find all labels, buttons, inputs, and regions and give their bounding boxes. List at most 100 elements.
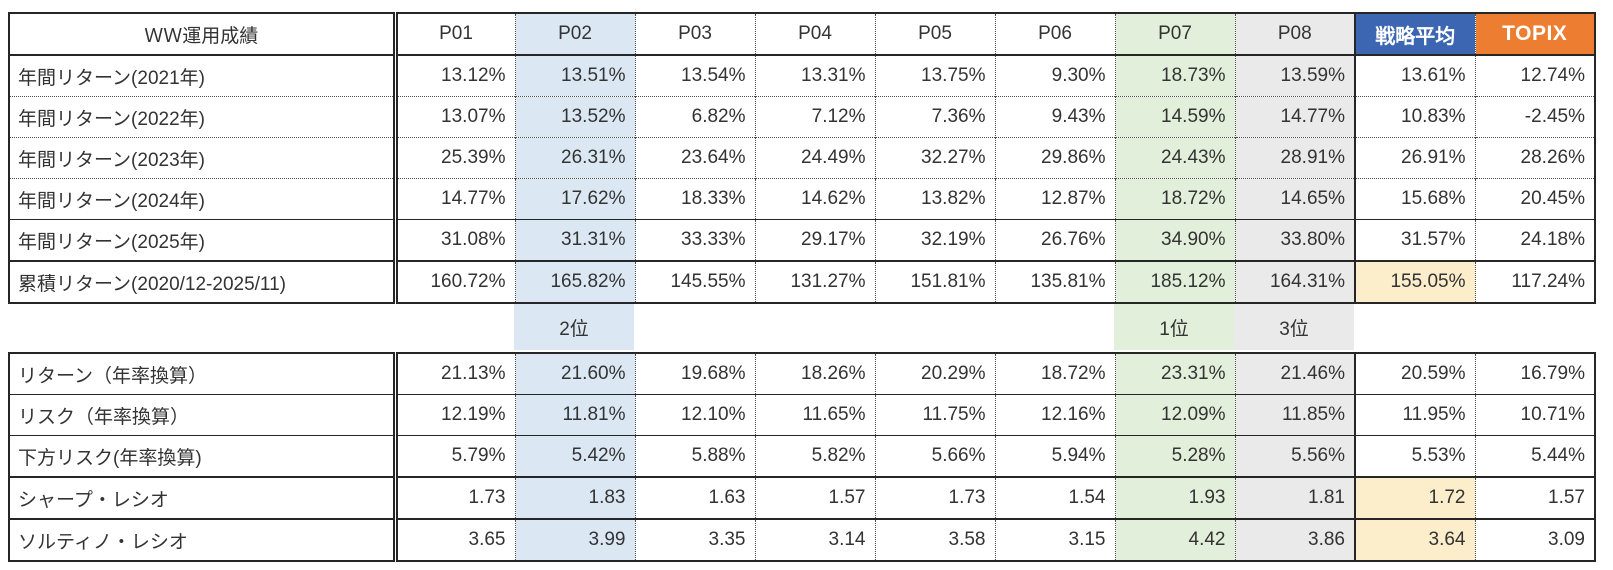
value-cell: 1.63	[634, 476, 755, 519]
value-cell: 13.54%	[634, 55, 755, 97]
value-cell: 1.73	[874, 476, 995, 519]
rank-empty-cell	[634, 304, 754, 350]
metrics-table: リターン（年率換算） 21.13% 21.60% 19.68% 18.26% 20.29%…	[8, 352, 1596, 562]
rank-band: 2位 1位 3位	[8, 304, 1594, 350]
value-cell: 3.14	[754, 518, 875, 561]
table-row: 年間リターン(2023年) 25.39% 26.31% 23.64% 24.49% 32.…	[9, 137, 1595, 179]
value-cell: 12.10%	[634, 394, 755, 436]
annual-returns-body: 年間リターン(2021年) 13.12% 13.51% 13.54% 13.31% 13.…	[9, 55, 1595, 303]
column-header-p07: P07	[1114, 13, 1235, 56]
column-header-topix: TOPIX	[1474, 13, 1595, 56]
table-row: 累積リターン(2020/12-2025/11) 160.72% 165.82% 145…	[9, 260, 1595, 303]
value-cell: 31.31%	[514, 219, 635, 261]
rank-empty-cell	[874, 304, 994, 350]
value-cell: 25.39%	[395, 137, 515, 179]
value-cell: 185.12%	[1114, 260, 1235, 303]
rank-badge-p07: 1位	[1114, 304, 1234, 350]
value-cell: 3.65	[395, 518, 515, 561]
value-cell: 15.68%	[1354, 178, 1475, 220]
value-cell: 11.75%	[874, 394, 995, 436]
value-cell: 26.76%	[994, 219, 1115, 261]
value-cell: 18.72%	[1114, 178, 1235, 220]
header-row: ＷＷ運用成績 P01 P02 P03 P04 P05 P06 P07 P08 戦略平均 TOPIX	[9, 13, 1595, 56]
value-cell: 13.59%	[1234, 55, 1355, 97]
row-label: 年間リターン(2025年)	[9, 219, 398, 261]
value-cell: 12.87%	[994, 178, 1115, 220]
value-cell: 21.13%	[441, 363, 506, 384]
value-cell: 151.81%	[874, 260, 995, 303]
value-cell: 1.54	[994, 476, 1115, 519]
row-label: 年間リターン(2024年)	[9, 178, 398, 220]
value-cell: 33.33%	[634, 219, 755, 261]
value-cell: 160.72%	[395, 260, 515, 303]
value-cell: 1.57	[754, 476, 875, 519]
rank-empty-cell	[394, 304, 514, 350]
value-cell: 12.74%	[1474, 55, 1595, 97]
column-header-p03: P03	[634, 13, 755, 56]
value-cell: 11.85%	[1234, 394, 1355, 436]
value-cell: -2.45%	[1474, 96, 1595, 138]
row-label: 下方リスク(年率換算)	[9, 435, 398, 477]
value-cell: 28.26%	[1474, 137, 1595, 179]
value-cell: 13.51%	[514, 55, 635, 97]
value-cell: 24.49%	[754, 137, 875, 179]
value-cell: 29.17%	[754, 219, 875, 261]
value-cell: 5.79%	[395, 435, 515, 477]
value-cell: 13.61%	[1354, 55, 1475, 97]
value-cell: 24.18%	[1474, 219, 1595, 261]
column-header-p02: P02	[514, 13, 635, 56]
value-cell: 3.64	[1354, 518, 1475, 561]
value-cell: 9.43%	[994, 96, 1115, 138]
table-row: リスク（年率換算） 12.19% 11.81% 12.10% 11.65% 11.75% 1…	[9, 394, 1595, 436]
value-cell: 1.73	[395, 476, 515, 519]
rank-empty-cell	[8, 304, 394, 350]
value-cell: 21.46%	[1234, 353, 1355, 395]
column-header-p01: P01	[395, 13, 515, 56]
row-label: シャープ・レシオ	[9, 476, 398, 519]
value-cell: 14.65%	[1234, 178, 1355, 220]
value-cell: 24.43%	[1114, 137, 1235, 179]
value-cell: 13.82%	[874, 178, 995, 220]
rank-row: 2位 1位 3位	[8, 304, 1594, 350]
value-cell: 12.19%	[395, 394, 515, 436]
value-cell: 26.31%	[514, 137, 635, 179]
value-cell: 14.62%	[754, 178, 875, 220]
value-cell: 14.59%	[1114, 96, 1235, 138]
value-cell: 1.93	[1114, 476, 1235, 519]
value-cell: 5.94%	[994, 435, 1115, 477]
value-cell: 5.88%	[634, 435, 755, 477]
value-cell: 131.27%	[754, 260, 875, 303]
table-row: 年間リターン(2025年) 31.08% 31.31% 33.33% 29.17% 32.…	[9, 219, 1595, 261]
value-cell: 33.80%	[1234, 219, 1355, 261]
value-cell: 13.07%	[395, 96, 515, 138]
table-row: 年間リターン(2024年) 14.77% 17.62% 18.33% 14.62% 13.…	[9, 178, 1595, 220]
value-cell: 14.77%	[1234, 96, 1355, 138]
value-cell: 5.28%	[1114, 435, 1235, 477]
value-cell: 13.52%	[514, 96, 635, 138]
row-label: 年間リターン(2023年)	[9, 137, 398, 179]
value-cell: 21.60%	[514, 353, 635, 395]
value-cell: 26.91%	[1354, 137, 1475, 179]
value-cell: 13.12%	[441, 65, 506, 86]
value-cell: 3.99	[514, 518, 635, 561]
value-cell: 3.35	[634, 518, 755, 561]
rank-empty-cell	[1354, 304, 1474, 350]
value-cell: 5.44%	[1474, 435, 1595, 477]
row-label: リスク（年率換算）	[9, 394, 398, 436]
column-header-p05: P05	[874, 13, 995, 56]
rank-empty-cell	[994, 304, 1114, 350]
row-label: 累積リターン(2020/12-2025/11)	[9, 260, 398, 303]
table-row: シャープ・レシオ 1.73 1.83 1.63 1.57 1.73 1.54 1.93 1.81…	[9, 476, 1595, 519]
table-row: 年間リターン(2021年) 13.12% 13.51% 13.54% 13.31% 13.…	[9, 55, 1595, 97]
table-row: リターン（年率換算） 21.13% 21.60% 19.68% 18.26% 20.29%…	[9, 353, 1595, 395]
value-cell: 145.55%	[634, 260, 755, 303]
value-cell: 3.15	[994, 518, 1115, 561]
value-cell: 4.42	[1114, 518, 1235, 561]
rank-empty-cell	[754, 304, 874, 350]
value-cell: 135.81%	[994, 260, 1115, 303]
rank-badge-p02: 2位	[514, 304, 634, 350]
value-cell: 29.86%	[994, 137, 1115, 179]
value-cell: 18.73%	[1114, 55, 1235, 97]
column-header-strategy-average: 戦略平均	[1354, 13, 1475, 56]
